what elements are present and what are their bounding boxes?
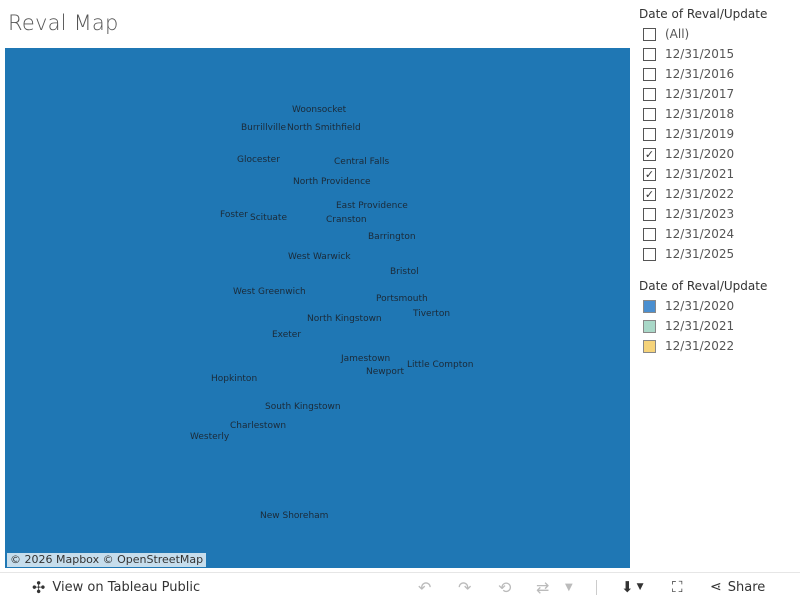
map-view[interactable]: Woonsocket Burrillville North Smithfield… — [5, 48, 630, 568]
town-label: Glocester — [237, 155, 280, 165]
checkbox[interactable] — [643, 207, 656, 221]
town-label: Little Compton — [407, 360, 474, 370]
filter-item-label: 12/31/2020 — [665, 147, 735, 161]
town-label: Woonsocket — [292, 105, 347, 115]
town-label: Jamestown — [341, 354, 391, 364]
town-label: North Kingstown — [307, 314, 382, 324]
checkbox[interactable] — [643, 107, 656, 121]
filter-item[interactable]: 12/31/2017 — [643, 84, 734, 104]
fullscreen-icon[interactable]: ⛶ — [672, 578, 683, 596]
town-label: Burrillville — [241, 123, 286, 133]
chevron-down-icon: ▼ — [636, 582, 644, 592]
view-on-tableau-label: View on Tableau Public — [52, 579, 201, 595]
town-label: South Kingstown — [265, 402, 341, 412]
filter-item-all[interactable]: (All) — [643, 24, 689, 44]
filter-item[interactable]: ✓ 12/31/2021 — [643, 164, 734, 184]
filter-item[interactable]: 12/31/2024 — [643, 224, 734, 244]
toolbar-divider — [596, 580, 597, 595]
town-label: Tiverton — [413, 309, 451, 319]
checkbox-checked[interactable]: ✓ — [643, 187, 656, 201]
checkbox-checked[interactable]: ✓ — [643, 167, 656, 181]
share-icon: ⋖ — [710, 579, 722, 595]
filter-item[interactable]: 12/31/2018 — [643, 104, 734, 124]
download-icon[interactable]: ⬇ ▼ — [621, 578, 644, 596]
map-attribution[interactable]: © 2026 Mapbox © OpenStreetMap — [7, 553, 207, 567]
town-label: Westerly — [190, 432, 230, 442]
town-label: Foster — [220, 210, 248, 220]
filter-item[interactable]: ✓ 12/31/2022 — [643, 184, 734, 204]
checkbox[interactable] — [643, 87, 656, 101]
town-label: New Shoreham — [260, 511, 329, 521]
checkbox-checked[interactable]: ✓ — [643, 147, 656, 161]
legend-swatch — [643, 319, 656, 333]
chevron-down-icon[interactable]: ▼ — [565, 581, 573, 593]
town-label: West Warwick — [288, 252, 351, 262]
filter-item-label: 12/31/2024 — [665, 227, 735, 241]
legend-label: 12/31/2022 — [665, 339, 735, 353]
filter-item[interactable]: ✓ 12/31/2020 — [643, 144, 734, 164]
filter-title: Date of Reval/Update — [639, 7, 768, 21]
checkbox[interactable] — [643, 47, 656, 61]
filter-item-label: 12/31/2022 — [665, 187, 735, 201]
share-button[interactable]: ⋖ Share — [710, 573, 765, 601]
town-label: Bristol — [390, 267, 419, 277]
town-label: Cranston — [326, 215, 367, 225]
filter-item-label: 12/31/2019 — [665, 127, 735, 141]
filter-item-label: 12/31/2021 — [665, 167, 735, 181]
checkbox[interactable] — [643, 27, 656, 41]
town-label: Newport — [366, 367, 405, 377]
checkbox[interactable] — [643, 67, 656, 81]
town-label: North Providence — [293, 177, 371, 187]
filter-item[interactable]: 12/31/2016 — [643, 64, 734, 84]
undo-icon[interactable]: ↶ — [418, 577, 432, 597]
filter-item[interactable]: 12/31/2015 — [643, 44, 734, 64]
checkbox[interactable] — [643, 127, 656, 141]
checkbox[interactable] — [643, 227, 656, 241]
refresh-icon[interactable]: ⇄ — [536, 577, 550, 597]
filter-item-label: 12/31/2017 — [665, 87, 735, 101]
bottom-toolbar: ✣ View on Tableau Public ↶ ↷ ⟲ ⇄ ▼ ⬇ ▼ ⛶ … — [0, 572, 800, 601]
town-label: Scituate — [250, 213, 287, 223]
town-label: Barrington — [368, 232, 416, 242]
legend-item[interactable]: 12/31/2021 — [643, 316, 734, 336]
filter-item-label: 12/31/2025 — [665, 247, 735, 261]
page-title: Reval Map — [8, 11, 119, 35]
legend-item[interactable]: 12/31/2022 — [643, 336, 734, 356]
filter-item[interactable]: 12/31/2023 — [643, 204, 734, 224]
filter-item-label: (All) — [665, 27, 690, 41]
filter-item[interactable]: 12/31/2025 — [643, 244, 734, 264]
legend-title: Date of Reval/Update — [639, 279, 768, 293]
redo-icon[interactable]: ↷ — [458, 577, 472, 597]
legend-swatch — [643, 339, 656, 353]
filter-item-label: 12/31/2016 — [665, 67, 735, 81]
tableau-logo-icon: ✣ — [32, 577, 46, 597]
legend-item[interactable]: 12/31/2020 — [643, 296, 734, 316]
legend-swatch — [643, 299, 656, 313]
legend-label: 12/31/2021 — [665, 319, 735, 333]
town-label: East Providence — [336, 201, 408, 211]
filter-item[interactable]: 12/31/2019 — [643, 124, 734, 144]
town-label: North Smithfield — [287, 123, 361, 133]
town-label: West Greenwich — [233, 287, 306, 297]
share-label: Share — [727, 579, 766, 595]
town-label: Charlestown — [230, 421, 287, 431]
filter-item-label: 12/31/2023 — [665, 207, 735, 221]
town-label: Central Falls — [334, 157, 390, 167]
filter-item-label: 12/31/2018 — [665, 107, 735, 121]
filter-item-label: 12/31/2015 — [665, 47, 735, 61]
revert-icon[interactable]: ⟲ — [498, 577, 512, 597]
town-label: Exeter — [272, 330, 302, 340]
town-label: Portsmouth — [376, 294, 428, 304]
legend-label: 12/31/2020 — [665, 299, 735, 313]
town-label: Hopkinton — [211, 374, 258, 384]
checkbox[interactable] — [643, 247, 656, 261]
view-on-tableau-button[interactable]: ✣ View on Tableau Public — [32, 573, 200, 601]
